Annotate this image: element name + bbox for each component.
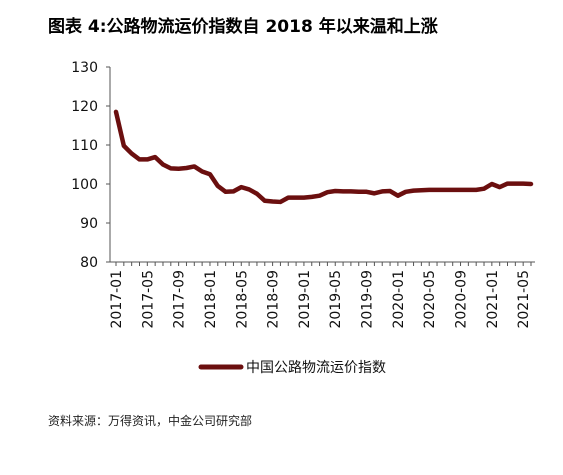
x-tick-label: 2019-09 xyxy=(360,270,376,329)
y-tick-label: 100 xyxy=(71,177,98,193)
series-line-0 xyxy=(113,109,534,205)
x-tick-label: 2017-05 xyxy=(140,270,156,329)
source-note: 资料来源：万得资讯，中金公司研究部 xyxy=(48,414,253,428)
x-tick-label: 2018-01 xyxy=(203,270,219,329)
x-tick-label: 2021-05 xyxy=(516,270,532,329)
x-tick-label: 2019-05 xyxy=(328,270,344,329)
y-tick-label: 90 xyxy=(80,216,98,232)
y-axis-ticks: 80 90 100 110 120 130 xyxy=(71,60,110,271)
axes xyxy=(109,67,535,263)
x-tick-label: 2019-01 xyxy=(297,270,313,329)
x-tick-label: 2017-09 xyxy=(172,270,188,329)
y-tick-label: 80 xyxy=(80,255,98,271)
y-tick-label: 120 xyxy=(71,99,98,115)
y-tick-label: 130 xyxy=(71,60,98,76)
y-tick-label: 110 xyxy=(71,138,98,154)
x-axis-ticks: 2017-01 2017-05 2017-09 2018-01 2018-05 2018-… xyxy=(109,262,532,329)
chart-title: 图表 4:公路物流运价指数自 2018 年以来温和上涨 xyxy=(48,17,438,37)
x-tick-label: 2021-01 xyxy=(485,270,501,329)
x-tick-label: 2018-09 xyxy=(266,270,282,329)
series-layer xyxy=(113,109,534,205)
x-tick-label: 2017-01 xyxy=(109,270,125,329)
legend-label: 中国公路物流运价指数 xyxy=(246,360,386,376)
x-tick-label: 2020-05 xyxy=(422,270,438,329)
x-tick-label: 2020-09 xyxy=(454,270,470,329)
legend: 中国公路物流运价指数 xyxy=(198,360,386,376)
x-tick-label: 2018-05 xyxy=(234,270,250,329)
x-tick-label: 2020-01 xyxy=(391,270,407,329)
